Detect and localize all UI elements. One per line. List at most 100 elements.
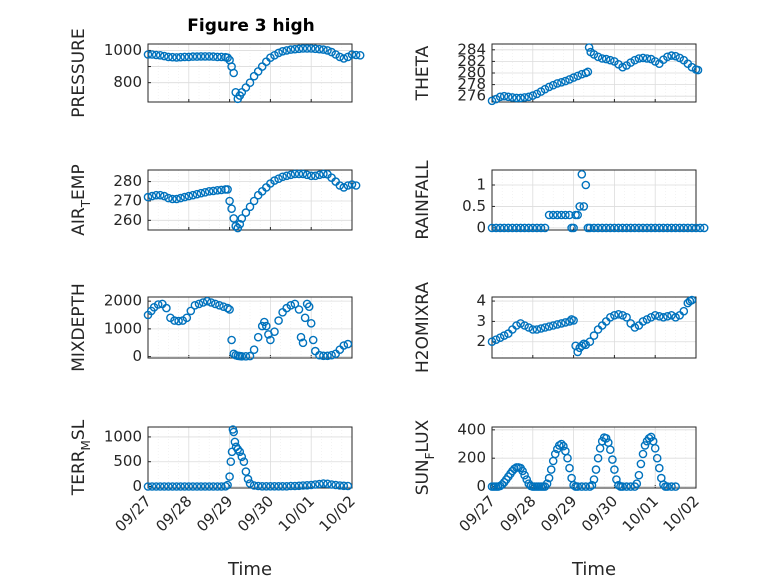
data-point (589, 331, 599, 340)
data-point (573, 347, 583, 357)
data-point (206, 298, 216, 307)
data-point (298, 169, 308, 179)
data-point (520, 321, 529, 330)
y-tick-label: 1 (476, 176, 486, 194)
axis-frame (491, 169, 697, 231)
data-point (155, 190, 165, 200)
data-point (226, 457, 236, 467)
data-point (266, 335, 275, 345)
data-point (290, 481, 300, 491)
data-point (495, 223, 505, 233)
data-point (512, 93, 521, 103)
y-tick-label: 400 (457, 420, 486, 438)
data-point (335, 52, 345, 62)
data-point (215, 300, 224, 310)
data-point (194, 299, 204, 309)
data-point (642, 315, 652, 324)
data-point (241, 467, 251, 476)
data-point (638, 317, 648, 326)
data-point (544, 473, 554, 483)
data-point (597, 54, 607, 63)
data-point (143, 50, 153, 59)
data-point (548, 321, 558, 330)
data-point (186, 306, 196, 316)
y-tick-label: 1000 (104, 41, 142, 59)
data-point (331, 480, 341, 490)
y-tick-label: 4 (476, 292, 486, 310)
y-tick-label: 3 (476, 312, 486, 330)
y-tick-label: 0 (476, 477, 486, 495)
data-point (319, 479, 328, 488)
data-point (159, 51, 169, 61)
y-axis-label: THETA (413, 45, 433, 101)
data-point (606, 223, 615, 233)
data-point (675, 53, 685, 63)
data-point (650, 223, 660, 233)
y-tick-label: 1000 (104, 319, 142, 337)
data-point (155, 482, 165, 491)
data-point (217, 185, 226, 195)
data-point (168, 194, 177, 204)
data-point (290, 44, 300, 54)
data-point (563, 453, 572, 463)
data-point (540, 84, 550, 94)
data-point (249, 345, 259, 355)
data-point (532, 89, 542, 99)
data-point (315, 479, 324, 489)
data-point (176, 193, 185, 203)
subplot-terr_msl: 0 500 1000 TERRMSL 09/2709/2809/2909/3010/01… (69, 419, 359, 580)
data-point (642, 223, 652, 233)
data-point (520, 223, 529, 233)
data-point (487, 337, 497, 347)
axis-frame (147, 169, 353, 231)
data-point (227, 204, 236, 213)
data-point (300, 313, 310, 323)
data-point (208, 482, 218, 491)
data-point (270, 481, 279, 491)
data-point (573, 71, 583, 81)
data-point (306, 480, 316, 490)
data-point (663, 52, 672, 62)
data-point (257, 62, 267, 71)
data-point (323, 351, 332, 361)
data-point (257, 321, 267, 331)
data-point (237, 452, 247, 462)
data-point (634, 223, 644, 233)
data-point (520, 470, 529, 480)
data-point (573, 482, 583, 491)
data-point (699, 223, 709, 233)
data-point (516, 223, 525, 233)
data-point (198, 298, 208, 307)
data-point (548, 210, 558, 220)
data-point (601, 433, 611, 443)
x-tick-label: 10/02 (660, 492, 703, 535)
y-tick-label: 2000 (104, 292, 142, 310)
data-point (208, 186, 218, 196)
y-axis-label: SUNFLUX (413, 419, 437, 495)
data-point (659, 223, 668, 233)
data-point (310, 480, 320, 489)
data-point (487, 223, 497, 233)
data-point (180, 192, 189, 202)
y-axis-label: H2OMIXRA (413, 282, 433, 373)
data-point (557, 439, 566, 449)
data-point (569, 480, 578, 490)
data-point (575, 202, 585, 211)
data-point (282, 171, 292, 181)
data-point (304, 302, 314, 312)
data-point (626, 223, 636, 233)
data-point (174, 316, 183, 326)
data-point (553, 320, 562, 329)
data-point (243, 474, 253, 484)
data-point (593, 453, 603, 463)
data-point (319, 169, 328, 179)
data-point (650, 310, 660, 320)
data-point (225, 305, 234, 314)
y-tick-label: 0.5 (462, 197, 486, 215)
data-point (151, 482, 161, 491)
data-point (630, 223, 640, 233)
data-point (237, 214, 247, 223)
data-point (646, 54, 656, 64)
data-point (155, 51, 165, 60)
